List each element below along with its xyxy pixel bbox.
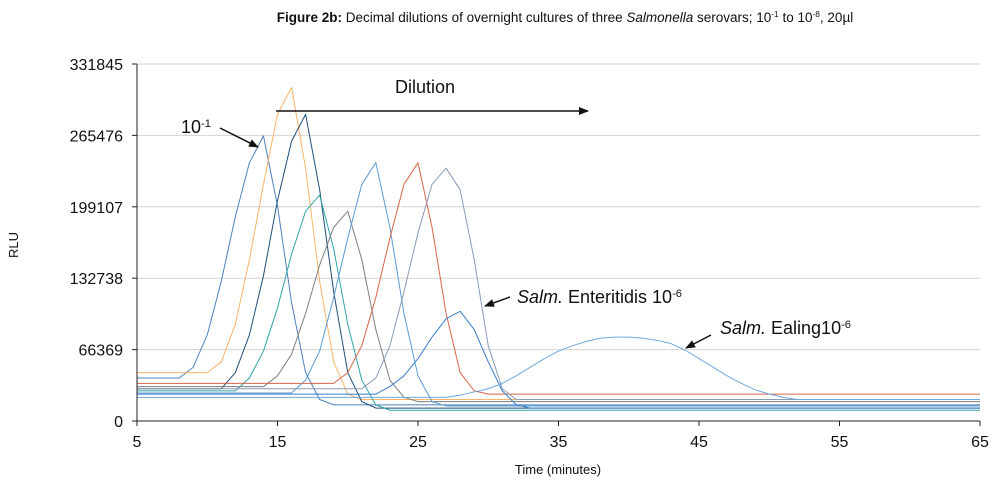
series-line: [137, 162, 980, 395]
annotation-run: Salm.: [720, 318, 766, 338]
chart-title: Figure 2b: Decimal dilutions of overnigh…: [277, 9, 853, 25]
axes: 0 66369 132738 199107 265476 331845 5 15 25 35 45 5…: [70, 57, 989, 451]
annotation-run: -6: [672, 288, 682, 300]
series-line: [137, 135, 980, 406]
x-tick-label: 25: [409, 434, 427, 451]
annotation-run: -1: [201, 118, 211, 130]
series-line: [137, 194, 980, 411]
series-line: [137, 162, 980, 407]
x-tick-label: 45: [690, 434, 708, 451]
plot-lines: [137, 87, 980, 411]
y-tick-label: 66369: [79, 343, 124, 360]
annotation-run: -6: [841, 319, 851, 331]
title-run: to 10: [779, 10, 813, 25]
title-run: Decimal dilutions of overnight cultures …: [342, 10, 626, 25]
arrows: [219, 107, 712, 349]
series-line: [137, 113, 980, 409]
y-axis-label: RLU: [6, 232, 21, 258]
y-tick-label: 132738: [70, 271, 123, 288]
x-tick-label: 35: [550, 434, 568, 451]
title-run: -1: [771, 9, 779, 19]
x-tick-label: 15: [269, 434, 287, 451]
title-run: Figure 2b:: [277, 10, 342, 25]
series-line: [137, 87, 980, 400]
annotation-run: 10: [181, 117, 201, 137]
arrow: [484, 296, 511, 307]
series-line: [137, 210, 980, 403]
annotation: Dilution: [395, 77, 455, 97]
x-tick-label: 5: [133, 434, 142, 451]
grid: [137, 63, 980, 422]
annotation: Salm. Ealing10-6: [720, 318, 851, 338]
arrow: [685, 334, 712, 349]
series-line: [137, 167, 980, 400]
annotation: Salm. Enteritidis 10-6: [517, 287, 682, 307]
x-axis-label: Time (minutes): [515, 462, 601, 477]
series-line: [137, 336, 980, 400]
annotation-run: Dilution: [395, 77, 455, 97]
annotation-run: Ealing10: [766, 318, 841, 338]
title-run: Salmonella: [626, 10, 693, 25]
series-line: [137, 310, 980, 409]
y-tick-label: 265476: [70, 128, 123, 145]
arrow: [219, 127, 259, 148]
annotation-run: Salm.: [517, 287, 563, 307]
title-run: , 20µl: [820, 10, 853, 25]
y-tick-label: 199107: [70, 200, 123, 217]
y-tick-label: 0: [114, 414, 123, 431]
y-tick-label: 331845: [70, 57, 123, 74]
annotation-run: Enteritidis 10: [563, 287, 672, 307]
x-tick-label: 65: [971, 434, 989, 451]
annotation: 10-1: [181, 117, 211, 137]
title-run: -8: [812, 9, 820, 19]
title-run: serovars; 10: [693, 10, 771, 25]
x-tick-label: 55: [831, 434, 849, 451]
